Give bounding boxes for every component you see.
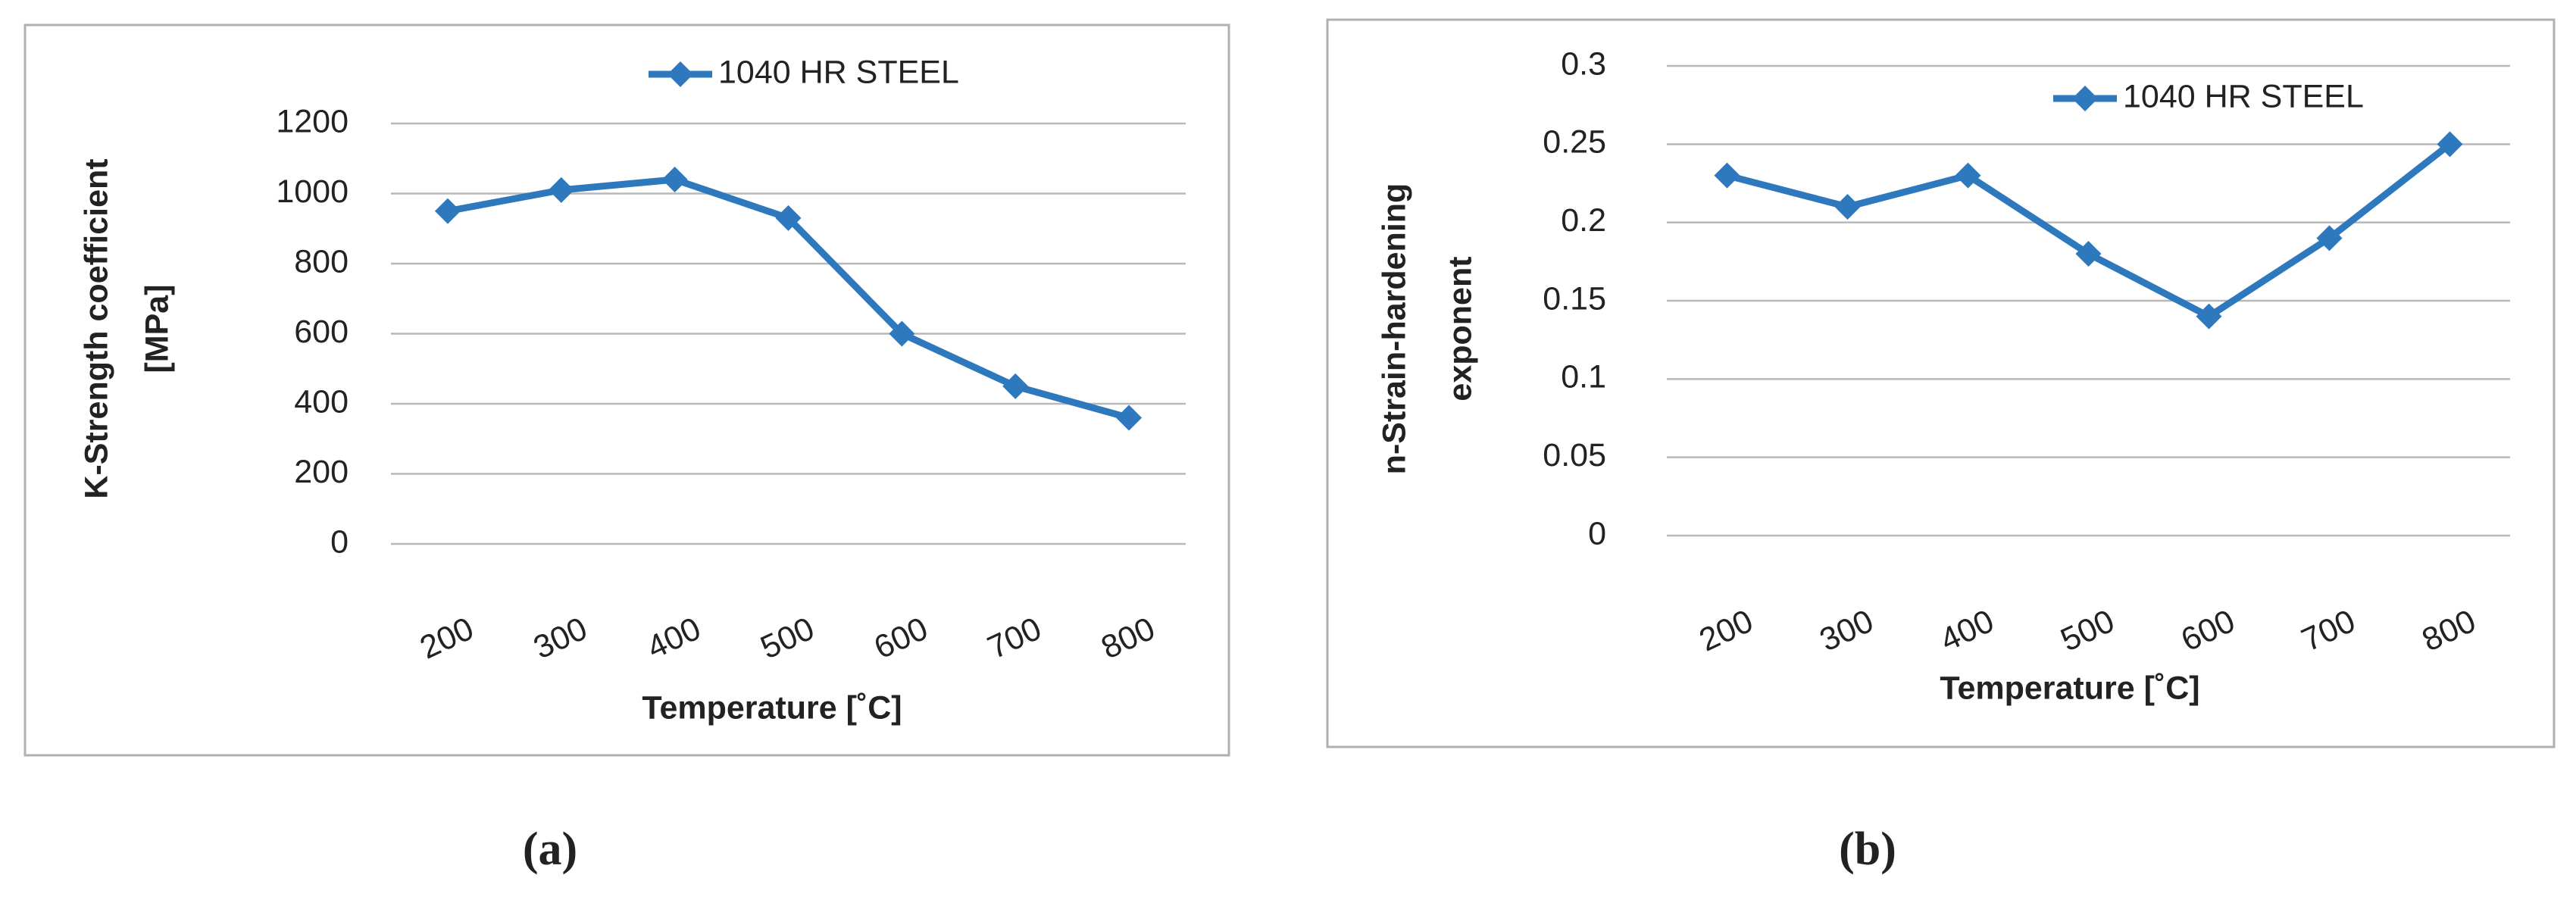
x-tick-label: 300 <box>528 611 592 667</box>
x-tick-label: 600 <box>869 611 933 667</box>
y-tick-label: 0 <box>1588 515 1606 551</box>
legend-marker <box>2072 86 2098 111</box>
x-tick-label: 600 <box>2176 603 2240 659</box>
y-tick-label: 0.05 <box>1543 437 1606 473</box>
caption: (b) <box>1839 823 1896 875</box>
marker <box>661 167 688 192</box>
y-tick-label: 800 <box>294 243 349 280</box>
x-axis-label: Temperature [˚C] <box>642 689 902 726</box>
y-axis-label: [MPa] <box>139 284 175 373</box>
legend-marker <box>667 61 693 87</box>
y-tick-label: 1000 <box>276 173 349 210</box>
marker <box>1714 162 1740 189</box>
marker <box>2437 131 2463 158</box>
legend-label: 1040 HR STEEL <box>718 54 959 90</box>
caption: (a) <box>523 823 577 875</box>
y-tick-label: 600 <box>294 314 349 350</box>
x-tick-label: 400 <box>642 611 706 667</box>
y-tick-label: 0.25 <box>1543 124 1606 161</box>
panel-frame <box>1326 18 2556 748</box>
legend-label: 1040 HR STEEL <box>2123 78 2364 114</box>
marker <box>1955 162 1981 189</box>
x-axis-label: Temperature [˚C] <box>1940 670 2199 706</box>
y-tick-label: 0 <box>330 523 349 560</box>
marker <box>2196 303 2222 330</box>
marker <box>775 205 802 231</box>
marker <box>2316 225 2343 252</box>
marker <box>1834 194 1861 220</box>
marker <box>2075 241 2102 267</box>
y-tick-label: 0.15 <box>1543 280 1606 317</box>
marker <box>434 198 461 224</box>
x-tick-label: 500 <box>2055 603 2120 659</box>
y-axis-label: K-Strength coefficient <box>78 158 114 498</box>
x-tick-label: 700 <box>2296 603 2361 659</box>
y-tick-label: 1200 <box>276 103 349 139</box>
y-axis-label: exponent <box>1442 256 1478 401</box>
x-tick-label: 200 <box>1694 603 1758 659</box>
y-tick-label: 0.1 <box>1561 359 1606 395</box>
series-line <box>1726 141 2453 320</box>
marker <box>1002 373 1029 399</box>
x-tick-label: 700 <box>982 611 1046 667</box>
marker <box>548 177 574 203</box>
y-tick-label: 0.3 <box>1561 45 1606 82</box>
x-tick-label: 500 <box>755 611 820 667</box>
x-tick-label: 200 <box>414 611 479 667</box>
marker <box>1116 405 1143 431</box>
x-tick-label: 400 <box>1935 603 1999 659</box>
x-tick-label: 800 <box>1096 611 1160 667</box>
x-tick-label: 300 <box>1815 603 1879 659</box>
x-tick-label: 800 <box>2417 603 2481 659</box>
y-tick-label: 400 <box>294 383 349 420</box>
y-axis-label: n-Strain-hardening <box>1376 183 1412 475</box>
panel-frame <box>23 23 1230 757</box>
y-tick-label: 0.2 <box>1561 202 1606 239</box>
y-tick-label: 200 <box>294 454 349 490</box>
marker <box>889 320 915 347</box>
